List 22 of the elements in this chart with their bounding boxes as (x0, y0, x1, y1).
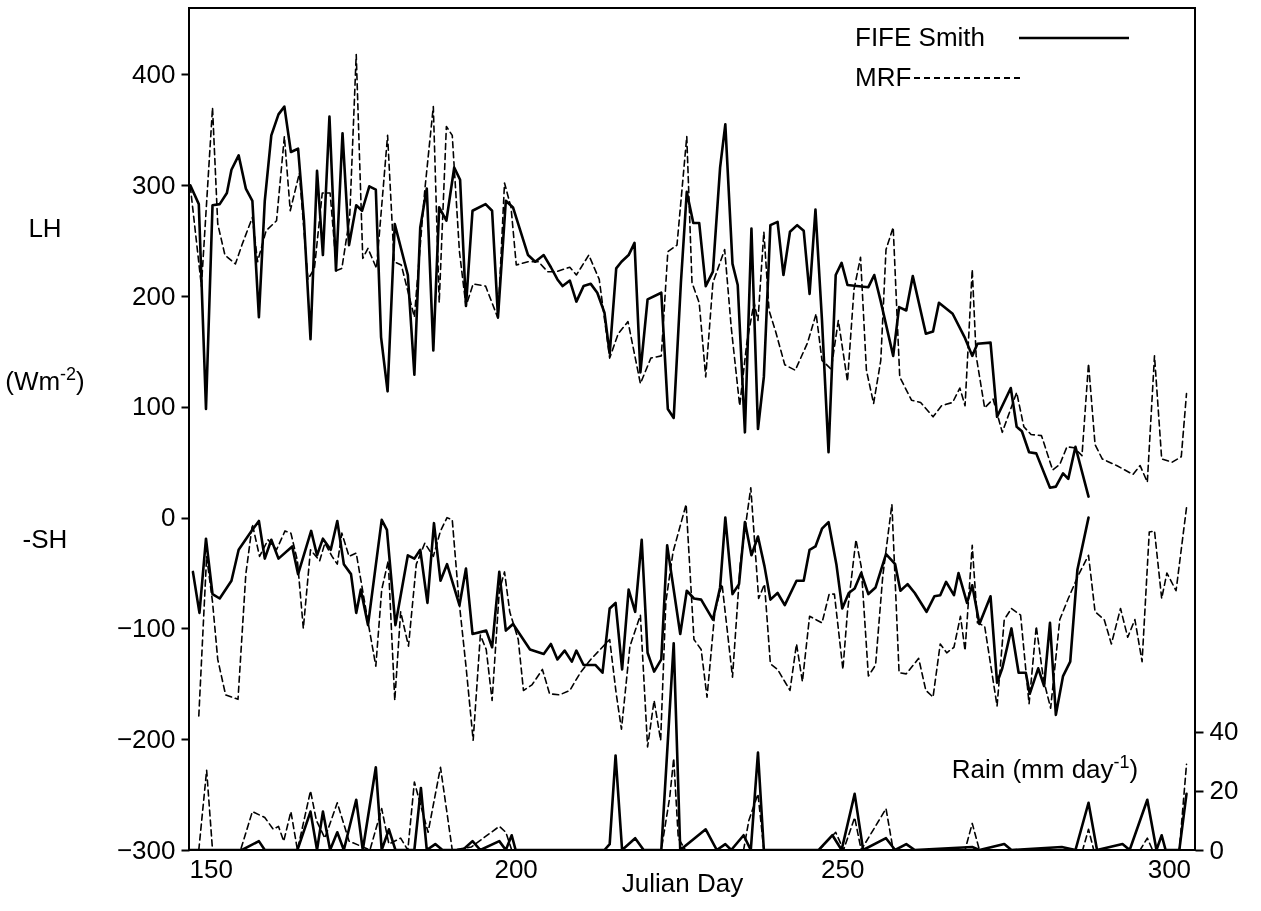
x-tick-label: 150 (189, 853, 233, 884)
legend-label: FIFE Smith (855, 22, 986, 52)
y-tick-label: 300 (132, 169, 176, 200)
y-tick-label: −300 (116, 834, 176, 865)
y-tick-label: −200 (116, 723, 176, 754)
y-tick-label: 0 (161, 502, 176, 533)
legend-label: MRF (855, 62, 912, 92)
y2-tick-label: 20 (1209, 775, 1239, 806)
x-tick-label: 200 (494, 853, 538, 884)
y-tick-label: 200 (132, 280, 176, 311)
y-tick-label: 100 (132, 391, 176, 422)
y2-tick-label: 0 (1209, 834, 1224, 865)
y2-axis-title: Rain (mm day$^{-1}$) (951, 752, 1139, 784)
text: -SH (22, 524, 68, 554)
y2-tick-label: 40 (1209, 716, 1239, 747)
text: LH (28, 213, 62, 243)
x-tick-label: 250 (821, 853, 865, 884)
y-axis-title: (Wm$^{-2}$) (5, 364, 85, 396)
x-axis-title: Julian Day (621, 867, 744, 898)
y-tick-label: −100 (116, 612, 176, 643)
y-tick-label: 400 (132, 58, 176, 89)
x-tick-label: 300 (1147, 853, 1192, 884)
